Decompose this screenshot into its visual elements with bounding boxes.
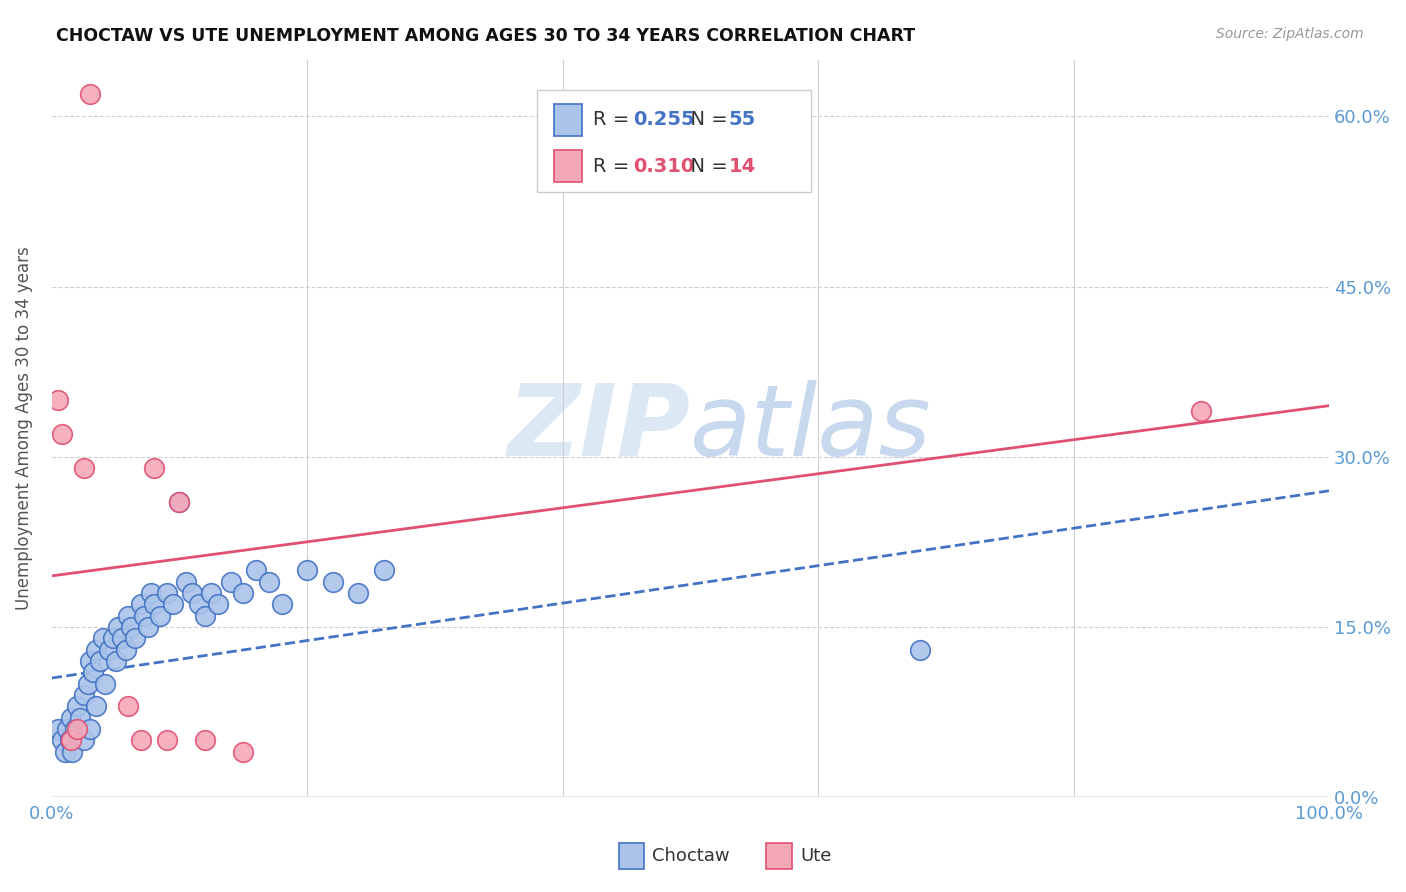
- Point: [219, 574, 242, 589]
- Point: [141, 586, 163, 600]
- Point: [73, 688, 96, 702]
- Point: [51, 427, 73, 442]
- Text: Source: ZipAtlas.com: Source: ZipAtlas.com: [1216, 27, 1364, 41]
- Point: [169, 495, 191, 509]
- Point: [94, 676, 117, 690]
- Point: [120, 620, 142, 634]
- Point: [136, 620, 159, 634]
- Point: [66, 699, 89, 714]
- Point: [79, 87, 101, 101]
- Point: [98, 642, 121, 657]
- Point: [86, 642, 108, 657]
- Point: [51, 733, 73, 747]
- Text: N =: N =: [678, 156, 734, 176]
- Point: [132, 608, 155, 623]
- Point: [89, 654, 111, 668]
- Point: [142, 597, 165, 611]
- Point: [82, 665, 104, 680]
- Point: [245, 563, 267, 577]
- Point: [149, 608, 172, 623]
- Point: [117, 699, 139, 714]
- Text: 0.310: 0.310: [633, 156, 695, 176]
- Point: [46, 722, 69, 736]
- Point: [79, 722, 101, 736]
- Point: [86, 699, 108, 714]
- Point: [76, 676, 98, 690]
- Text: 0.255: 0.255: [633, 111, 695, 129]
- Text: Ute: Ute: [800, 847, 831, 865]
- Point: [200, 586, 222, 600]
- Y-axis label: Unemployment Among Ages 30 to 34 years: Unemployment Among Ages 30 to 34 years: [15, 246, 32, 610]
- Point: [56, 722, 79, 736]
- Point: [207, 597, 229, 611]
- Point: [73, 461, 96, 475]
- Text: N =: N =: [678, 111, 734, 129]
- Point: [1189, 404, 1212, 418]
- Point: [46, 392, 69, 407]
- Point: [295, 563, 318, 577]
- Point: [63, 722, 86, 736]
- Point: [169, 495, 191, 509]
- Point: [270, 597, 292, 611]
- Point: [347, 586, 370, 600]
- Point: [129, 733, 152, 747]
- Point: [111, 632, 134, 646]
- Point: [60, 745, 83, 759]
- Point: [73, 733, 96, 747]
- Point: [124, 632, 146, 646]
- Point: [104, 654, 127, 668]
- Text: Choctaw: Choctaw: [652, 847, 730, 865]
- Text: ZIP: ZIP: [508, 380, 690, 477]
- Point: [162, 597, 184, 611]
- Text: 14: 14: [728, 156, 755, 176]
- Point: [79, 654, 101, 668]
- Point: [322, 574, 344, 589]
- Point: [910, 642, 932, 657]
- Text: atlas: atlas: [690, 380, 932, 477]
- Point: [373, 563, 395, 577]
- Point: [156, 733, 179, 747]
- Point: [187, 597, 209, 611]
- Point: [101, 632, 124, 646]
- Point: [117, 608, 139, 623]
- Point: [129, 597, 152, 611]
- Point: [257, 574, 280, 589]
- Point: [181, 586, 204, 600]
- Point: [142, 461, 165, 475]
- Text: CHOCTAW VS UTE UNEMPLOYMENT AMONG AGES 30 TO 34 YEARS CORRELATION CHART: CHOCTAW VS UTE UNEMPLOYMENT AMONG AGES 3…: [56, 27, 915, 45]
- Point: [156, 586, 179, 600]
- Point: [232, 586, 254, 600]
- Text: 55: 55: [728, 111, 755, 129]
- Point: [59, 711, 82, 725]
- Point: [232, 745, 254, 759]
- Point: [66, 722, 89, 736]
- Point: [174, 574, 197, 589]
- Point: [69, 711, 91, 725]
- Point: [53, 745, 76, 759]
- Point: [91, 632, 114, 646]
- Point: [194, 608, 217, 623]
- Point: [107, 620, 129, 634]
- Text: R =: R =: [593, 111, 636, 129]
- Point: [59, 733, 82, 747]
- Point: [59, 733, 82, 747]
- Text: R =: R =: [593, 156, 636, 176]
- Point: [114, 642, 136, 657]
- Point: [194, 733, 217, 747]
